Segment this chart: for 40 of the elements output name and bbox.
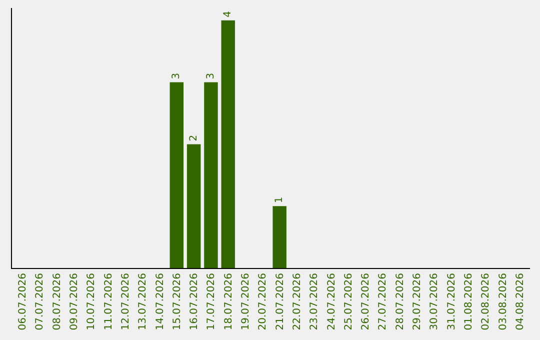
x-tick-label: 20.07.2026 <box>258 273 269 330</box>
x-tick-label: 27.07.2026 <box>378 273 389 330</box>
x-tick-label: 24.07.2026 <box>326 273 338 330</box>
x-tick-label: 17.07.2026 <box>206 273 218 330</box>
x-tick-label: 16.07.2026 <box>189 273 200 330</box>
x-tick-label: 03.08.2026 <box>498 273 509 330</box>
x-tick-label: 21.07.2026 <box>274 273 286 330</box>
x-tick-label: 07.07.2026 <box>34 273 46 330</box>
bar <box>204 82 218 268</box>
x-tick-label: 19.07.2026 <box>240 273 252 330</box>
x-tick-label: 08.07.2026 <box>52 273 63 330</box>
x-tick-label: 10.07.2026 <box>86 273 98 330</box>
data-label: 3 <box>205 72 216 80</box>
x-tick-label: 15.07.2026 <box>172 273 183 330</box>
bar <box>272 206 286 268</box>
x-tick-label: 31.07.2026 <box>446 273 458 330</box>
bar <box>221 20 235 268</box>
x-tick-label: 01.08.2026 <box>464 273 474 330</box>
bar <box>186 144 201 268</box>
x-tick-label: 13.07.2026 <box>138 273 149 330</box>
x-tick-label: 30.07.2026 <box>429 273 440 330</box>
x-tick-label: 26.07.2026 <box>360 273 372 330</box>
x-tick-label: 28.07.2026 <box>394 273 406 330</box>
x-tick-label: 14.07.2026 <box>154 273 166 330</box>
bar <box>170 82 184 268</box>
x-tick-label: 09.07.2026 <box>69 273 80 330</box>
x-tick-label: 11.07.2026 <box>103 273 114 330</box>
data-label: 2 <box>188 134 200 142</box>
x-tick-label: 18.07.2026 <box>223 273 234 330</box>
data-label: 3 <box>171 72 182 80</box>
data-label: 1 <box>274 196 286 204</box>
x-tick-label: 25.07.2026 <box>343 273 354 330</box>
x-tick-label: 12.07.2026 <box>120 273 132 330</box>
x-tick-label: 23.07.2026 <box>309 273 320 330</box>
x-tick-label: 06.07.2026 <box>18 273 29 330</box>
x-tick-label: 04.08.2026 <box>514 273 526 330</box>
data-label: 4 <box>222 11 234 18</box>
x-tick-label: 22.07.2026 <box>292 273 303 330</box>
x-tick-label: 29.07.2026 <box>412 273 424 330</box>
x-tick-label: 02.08.2026 <box>480 273 492 330</box>
